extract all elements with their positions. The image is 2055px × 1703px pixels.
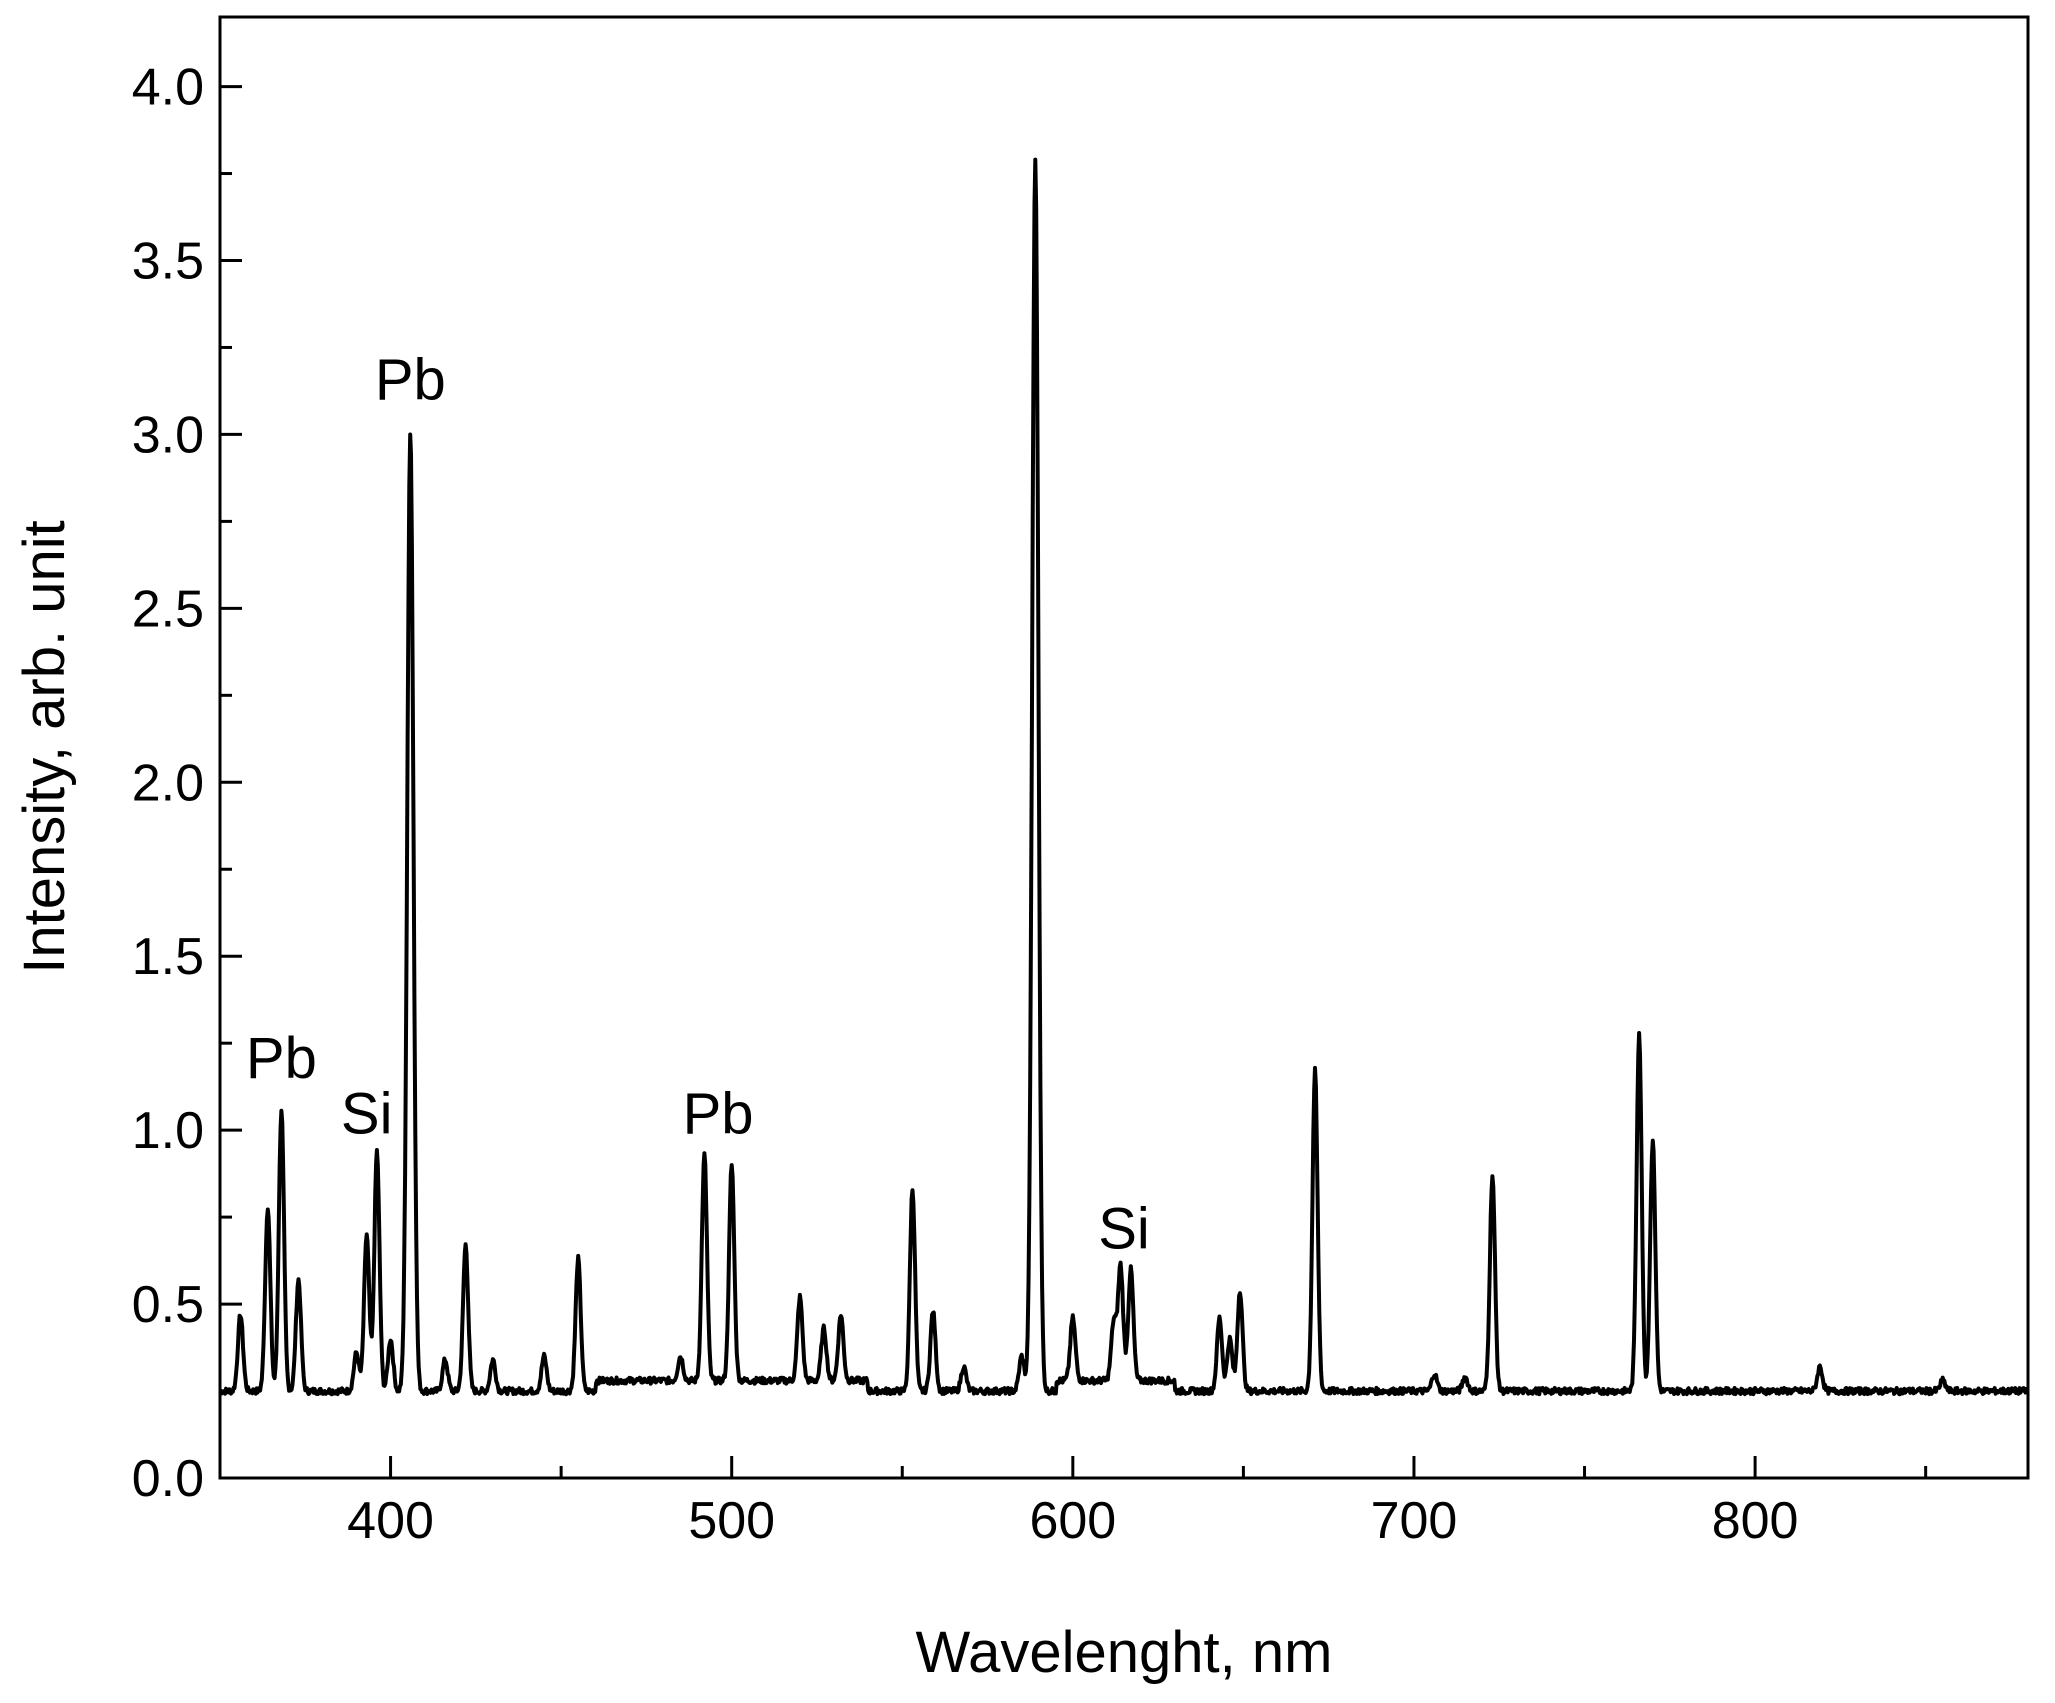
y-tick-label: 1.0 — [132, 1102, 204, 1160]
x-tick-label: 700 — [1371, 1492, 1458, 1550]
peak-label: Pb — [375, 348, 446, 413]
x-tick-label: 500 — [688, 1492, 775, 1550]
y-axis-ticks: 0.0 0.5 1.0 1.5 2.0 2.5 3.0 3.5 4.0 — [132, 59, 242, 1508]
peak-label: Pb — [246, 1026, 317, 1091]
peak-label: Si — [1098, 1196, 1150, 1261]
x-axis-ticks: 400 500 600 700 800 — [218, 1456, 1928, 1550]
x-tick-label: 400 — [347, 1492, 434, 1550]
x-tick-label: 800 — [1712, 1492, 1799, 1550]
y-tick-label: 0.0 — [132, 1450, 204, 1508]
y-tick-label: 3.0 — [132, 406, 204, 464]
y-tick-label: 2.5 — [132, 580, 204, 638]
plot-frame — [218, 15, 2030, 1480]
y-axis-title: Intensity, arb. unit — [12, 520, 77, 974]
y-tick-label: 3.5 — [132, 233, 204, 291]
y-tick-label: 0.5 — [132, 1276, 204, 1334]
peak-label: Pb — [683, 1082, 754, 1147]
peak-label: Si — [341, 1082, 393, 1147]
x-tick-label: 600 — [1029, 1492, 1116, 1550]
y-tick-label: 4.0 — [132, 59, 204, 117]
y-tick-label: 2.0 — [132, 754, 204, 812]
y-tick-label: 1.5 — [132, 928, 204, 986]
peak-annotations: Pb Si Pb Pb Si — [246, 348, 1150, 1262]
x-axis-title: Wavelenght, nm — [916, 1620, 1333, 1685]
spectrum-line — [218, 157, 2030, 1397]
